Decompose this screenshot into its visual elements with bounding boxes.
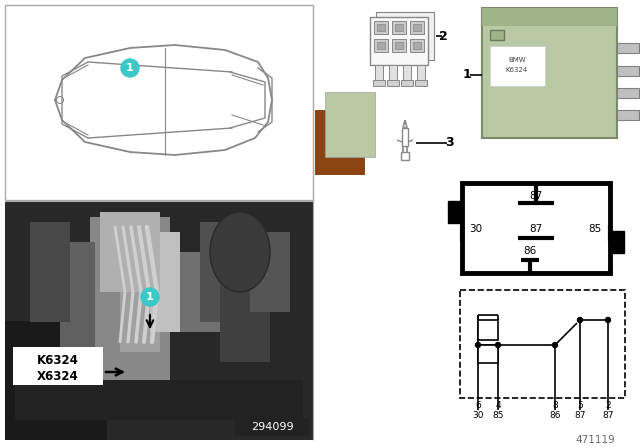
Bar [375, 65, 383, 80]
Text: 87: 87 [529, 224, 543, 234]
Bar [413, 42, 421, 49]
Bar [373, 80, 385, 86]
Circle shape [605, 318, 611, 323]
Bar [478, 320, 498, 340]
Bar [402, 128, 408, 146]
Bar [315, 110, 365, 175]
Bar [5, 321, 107, 440]
Bar [610, 231, 624, 253]
Circle shape [476, 343, 481, 348]
Text: 87: 87 [602, 410, 614, 419]
Text: 6: 6 [475, 401, 481, 409]
Bar [120, 222, 160, 352]
Bar [490, 30, 504, 40]
Bar [462, 183, 610, 273]
Bar [60, 242, 95, 382]
Ellipse shape [210, 212, 270, 292]
Bar [325, 92, 375, 157]
Bar [482, 8, 617, 26]
Text: 4: 4 [495, 401, 501, 409]
Bar [30, 222, 70, 322]
Bar [413, 24, 421, 31]
Text: 1: 1 [126, 63, 134, 73]
Text: 2: 2 [605, 401, 611, 409]
Text: 30: 30 [469, 224, 483, 234]
Bar [410, 21, 424, 34]
Bar [377, 42, 385, 49]
Bar [478, 345, 498, 363]
Text: 85: 85 [588, 224, 602, 234]
Bar [639, 90, 640, 96]
Bar [235, 418, 309, 436]
Circle shape [552, 343, 557, 348]
Bar [401, 152, 409, 160]
Bar [395, 24, 403, 31]
Text: 1: 1 [463, 69, 472, 82]
Bar [403, 65, 411, 80]
Text: K6324: K6324 [37, 353, 79, 366]
Bar [250, 232, 290, 312]
Bar [392, 39, 406, 52]
Bar [15, 380, 303, 420]
Bar [370, 17, 428, 65]
Text: 85: 85 [492, 410, 504, 419]
Circle shape [577, 318, 582, 323]
Bar [410, 39, 424, 52]
Bar [377, 24, 385, 31]
Bar [13, 347, 103, 385]
Text: 5: 5 [577, 401, 583, 409]
Bar [460, 290, 625, 398]
Bar [5, 202, 313, 440]
Text: 30: 30 [472, 410, 484, 419]
Circle shape [141, 288, 159, 306]
Bar [374, 21, 388, 34]
Bar [401, 80, 413, 86]
Text: 1: 1 [146, 292, 154, 302]
Bar [376, 12, 434, 60]
Bar [90, 217, 170, 397]
Bar [417, 65, 425, 80]
Bar [5, 5, 313, 200]
Bar [5, 202, 313, 440]
Bar [200, 222, 260, 322]
Text: 2: 2 [438, 30, 447, 43]
Bar [150, 232, 180, 332]
Text: 86: 86 [549, 410, 561, 419]
Circle shape [121, 59, 139, 77]
Bar [448, 201, 462, 223]
Bar [639, 45, 640, 51]
Bar [639, 68, 640, 74]
Circle shape [495, 343, 500, 348]
Bar [387, 80, 399, 86]
Bar [617, 110, 639, 120]
Text: 87: 87 [574, 410, 586, 419]
Bar [220, 242, 270, 362]
Text: BMW: BMW [508, 57, 526, 63]
Bar [395, 42, 403, 49]
Bar [374, 39, 388, 52]
Text: 86: 86 [524, 246, 536, 256]
Bar [617, 88, 639, 98]
Bar [389, 65, 397, 80]
Text: 471119: 471119 [575, 435, 615, 445]
Text: K6324: K6324 [506, 67, 528, 73]
Text: 8: 8 [552, 401, 558, 409]
Bar [180, 252, 230, 332]
Text: 3: 3 [445, 137, 454, 150]
Bar [415, 80, 427, 86]
Text: 294099: 294099 [251, 422, 293, 432]
Bar [482, 8, 617, 138]
Bar [617, 43, 639, 53]
Bar [100, 212, 160, 292]
Bar [639, 112, 640, 118]
Bar [392, 21, 406, 34]
Text: X6324: X6324 [37, 370, 79, 383]
Bar [617, 66, 639, 76]
Bar [490, 46, 545, 86]
Text: 87: 87 [529, 191, 543, 201]
